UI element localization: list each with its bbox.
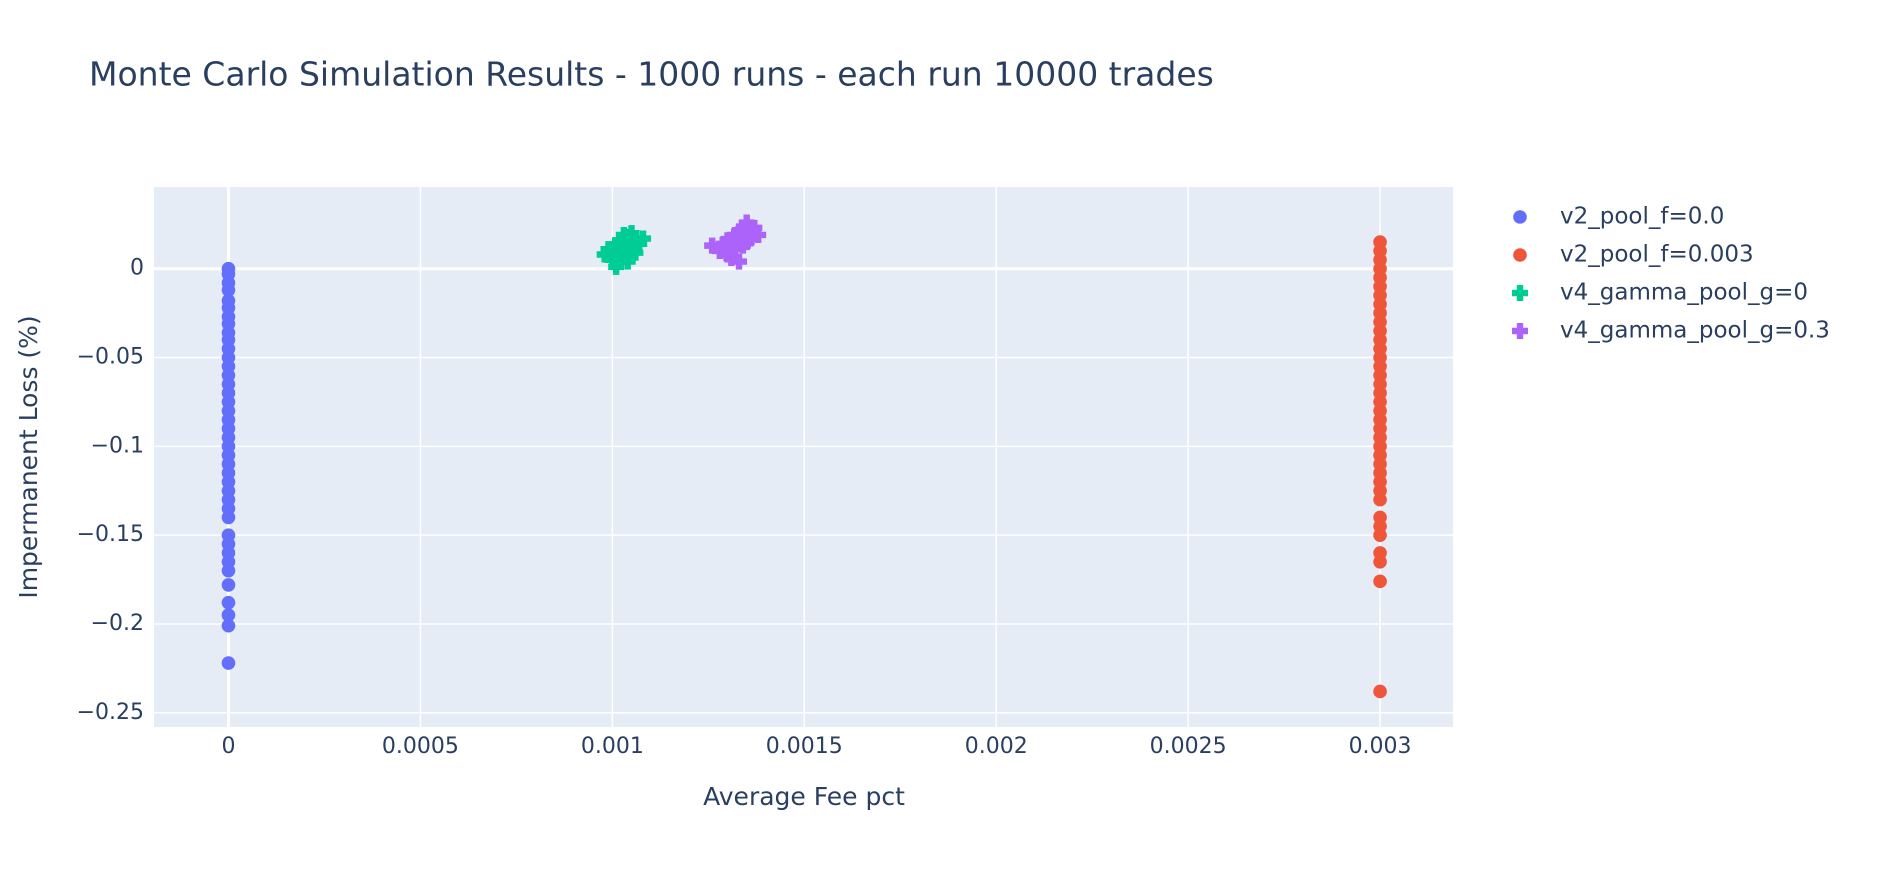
point	[221, 510, 236, 525]
point	[1373, 555, 1387, 569]
legend-label: v2_pool_f=0.003	[1560, 242, 1754, 268]
point	[612, 232, 629, 249]
point	[742, 230, 759, 247]
point	[711, 242, 728, 259]
point	[731, 223, 748, 240]
legend-label: v4_gamma_pool_g=0	[1560, 280, 1808, 306]
point	[723, 250, 740, 267]
point	[608, 258, 625, 275]
point	[738, 234, 755, 251]
y-tick-label: −0.05	[77, 345, 144, 370]
y-tick-label: −0.15	[77, 522, 144, 547]
x-tick-label: 0.003	[1349, 734, 1412, 759]
point	[731, 253, 748, 270]
point	[715, 235, 732, 252]
point	[619, 253, 636, 270]
legend-marker	[1512, 323, 1528, 339]
y-tick-label: −0.1	[91, 433, 144, 458]
point	[635, 230, 652, 247]
point	[221, 608, 236, 622]
point	[734, 237, 751, 254]
point	[1373, 528, 1387, 542]
point	[746, 219, 763, 236]
point	[704, 237, 721, 254]
chart-title: Monte Carlo Simulation Results - 1000 ru…	[89, 55, 1214, 94]
point	[750, 226, 767, 243]
point	[604, 251, 621, 268]
y-axis-title: Impermanent Loss (%)	[14, 315, 43, 598]
legend-marker	[1513, 210, 1527, 224]
point	[221, 595, 236, 610]
point	[727, 226, 744, 243]
legend-label: v4_gamma_pool_g=0.3	[1560, 318, 1830, 344]
legend-label: v2_pool_f=0.0	[1560, 204, 1724, 230]
point	[627, 244, 644, 261]
point	[221, 656, 236, 670]
point	[600, 241, 617, 258]
point	[615, 226, 632, 243]
x-tick-label: 0	[221, 734, 235, 759]
x-axis-title: Average Fee pct	[703, 782, 905, 811]
point	[631, 235, 648, 252]
x-tick-label: 0.001	[581, 734, 644, 759]
point	[596, 246, 613, 263]
point	[221, 283, 236, 297]
point	[1373, 492, 1387, 507]
point	[727, 241, 744, 258]
x-tick-label: 0.0025	[1150, 734, 1227, 759]
plot-area	[154, 187, 1453, 727]
y-tick-label: −0.2	[91, 611, 144, 636]
x-tick-label: 0.002	[965, 734, 1028, 759]
x-tick-label: 0.0005	[382, 734, 459, 759]
point	[738, 214, 755, 231]
y-tick-label: −0.25	[77, 700, 144, 725]
legend-marker	[1513, 248, 1527, 262]
legend-marker	[1512, 285, 1528, 301]
point	[221, 618, 236, 633]
point	[719, 232, 736, 249]
point	[719, 246, 736, 263]
point	[1373, 684, 1387, 699]
y-tick-label: 0	[130, 256, 144, 281]
x-tick-label: 0.0015	[766, 734, 843, 759]
point	[221, 563, 236, 578]
point	[1373, 574, 1387, 589]
point	[221, 578, 236, 592]
